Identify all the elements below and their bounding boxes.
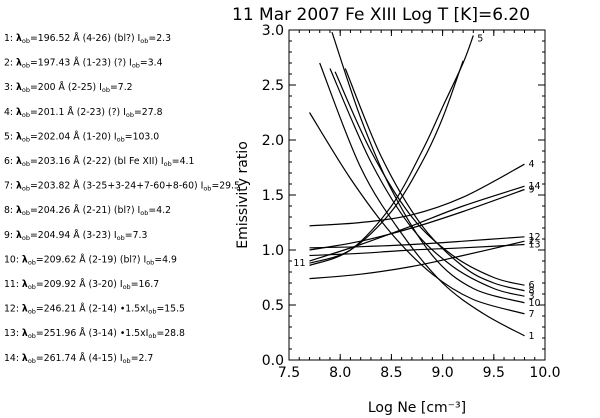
curve-2 (309, 240, 525, 280)
legend-entry: 5: λob=202.04 Å (1-20) Iob=103.0 (4, 130, 159, 143)
curve-label-12: 12 (529, 232, 541, 243)
y-tick-label: 2.5 (262, 78, 284, 94)
legend-entry: 2: λob=197.43 Å (1-23) (?) Iob=3.4 (4, 57, 163, 70)
x-tick-label: 9.0 (431, 365, 453, 381)
curve-label-13: 13 (529, 240, 541, 251)
curves (308, 32, 525, 337)
legend-entry: 12: λob=246.21 Å (2-14) •1.5xIob=15.5 (4, 303, 185, 316)
curve-6 (334, 71, 525, 286)
curve-label-6: 6 (529, 280, 535, 291)
legend-entry: 11: λob=209.92 Å (3-20) Iob=16.7 (4, 278, 159, 291)
x-tick-label: 7.5 (278, 365, 300, 381)
legend-entry: 10: λob=209.62 Å (2-19) (bl?) Iob=4.9 (4, 253, 177, 266)
curve-label-5: 5 (477, 34, 483, 45)
curve-8 (344, 68, 525, 292)
x-tick-label: 8.5 (380, 365, 402, 381)
y-tick-label: 3.0 (262, 23, 284, 39)
legend-entry: 7: λob=203.82 Å (3-25+3-24+7-60+8-60) Io… (4, 180, 240, 193)
y-tick-label: 0.5 (262, 298, 284, 314)
curve-label-4: 4 (529, 159, 535, 170)
curve-3 (329, 68, 525, 297)
legend-entry: 1: λob=196.52 Å (4-26) (bl?) Iob=2.3 (4, 32, 171, 45)
curve-11 (309, 60, 464, 264)
curve-14 (309, 185, 525, 262)
chart-title: 11 Mar 2007 Fe XIII Log T [K]=6.20 (232, 5, 530, 25)
curve-label-8: 8 (529, 286, 535, 297)
y-tick-label: 2.0 (262, 133, 284, 149)
y-axis-label: Emissivity ratio (235, 141, 251, 249)
curve-5 (309, 35, 474, 266)
y-tick-label: 1.5 (262, 188, 284, 204)
plot-frame (288, 29, 546, 361)
curve-label-1: 1 (529, 331, 535, 342)
curve-label-2: 2 (529, 236, 535, 247)
curve-label-7: 7 (529, 309, 535, 320)
legend-entry: 13: λob=251.96 Å (3-14) •1.5xIob=28.8 (4, 327, 185, 340)
legend-entry: 14: λob=261.74 Å (4-15) Iob=2.7 (4, 352, 153, 365)
x-axis-label: Log Ne [cm⁻³] (368, 400, 466, 416)
legend-entry: 8: λob=204.26 Å (2-21) (bl?) Iob=4.2 (4, 204, 171, 217)
curve-label-9: 9 (529, 185, 535, 196)
y-tick-label: 1.0 (262, 243, 284, 259)
curve-label-10: 10 (529, 298, 541, 309)
curve-9 (309, 188, 525, 251)
legend-entry: 6: λob=203.16 Å (2-22) (bl Fe XII) Iob=4… (4, 155, 194, 168)
legend-entry: 9: λob=204.94 Å (3-23) Iob=7.3 (4, 229, 147, 242)
curve-label-3: 3 (529, 291, 535, 302)
curve-1 (319, 62, 525, 337)
legend-entry: 4: λob=201.1 Å (2-23) (?) Iob=27.8 (4, 106, 163, 119)
curve-10 (331, 32, 525, 304)
curve-label-14: 14 (529, 181, 541, 192)
x-tick-label: 9.5 (483, 365, 505, 381)
axis-ticks: 7.5 8.0 8.5 9.0 9.5 10.0 0.0 0.5 1.0 1.5 2.0 2.5 3.0 (262, 23, 561, 381)
curve-12 (309, 236, 525, 249)
x-tick-label: 10.0 (529, 365, 560, 381)
x-tick-label: 8.0 (329, 365, 351, 381)
legend-entry: 3: λob=200 Å (2-25) Iob=7.2 (4, 81, 133, 94)
curve-4 (309, 163, 525, 227)
curve-13 (309, 243, 525, 257)
legend: 1: λob=196.52 Å (4-26) (bl?) Iob=2.3 2: λ… (4, 32, 240, 365)
y-tick-label: 0.0 (262, 353, 284, 369)
curve-label-11: 11 (293, 258, 305, 269)
